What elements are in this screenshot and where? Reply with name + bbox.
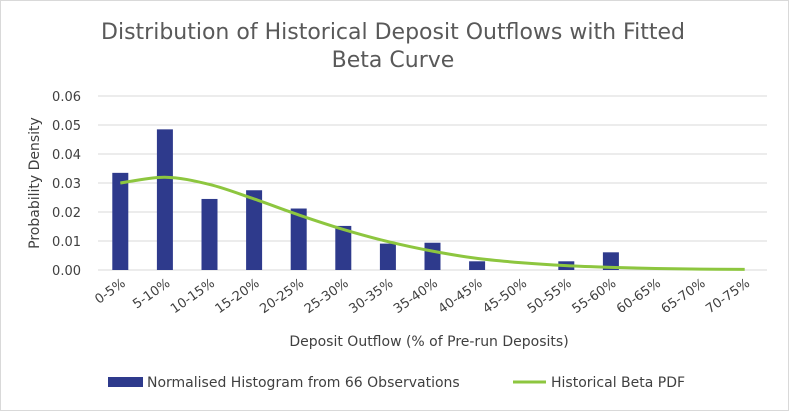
x-tick-label: 45-50% xyxy=(480,276,530,317)
histogram-bar xyxy=(335,225,352,270)
y-tick-label: 0.02 xyxy=(52,206,81,221)
legend-bar-swatch xyxy=(108,377,143,387)
x-tick-label: 20-25% xyxy=(257,276,307,317)
x-tick-label: 50-55% xyxy=(525,276,575,317)
y-tick-label: 0.01 xyxy=(52,235,81,250)
x-tick-label: 15-20% xyxy=(213,276,263,317)
x-tick-label: 30-35% xyxy=(347,276,397,317)
x-tick-label: 70-75% xyxy=(703,276,753,317)
x-tick-label: 10-15% xyxy=(168,276,218,317)
legend-histogram-label: Normalised Histogram from 66 Observation… xyxy=(147,375,460,391)
legend-beta-label: Historical Beta PDF xyxy=(551,375,685,391)
x-tick-label: 60-65% xyxy=(614,276,664,317)
y-tick-label: 0.00 xyxy=(52,264,81,279)
histogram-bar xyxy=(201,198,218,270)
beta-curve-layer xyxy=(120,175,745,271)
histogram-bar xyxy=(469,261,486,270)
y-tick-labels: 0.00 0.01 0.02 0.03 0.04 0.05 0.06 xyxy=(52,90,81,279)
y-axis-label: Probability Density xyxy=(27,117,43,249)
histogram-bars xyxy=(112,129,619,270)
x-tick-label: 40-45% xyxy=(436,276,486,317)
y-tick-label: 0.05 xyxy=(52,119,81,134)
histogram-bar xyxy=(290,208,307,270)
x-tick-label: 35-40% xyxy=(391,276,441,317)
chart-title-line-2: Beta Curve xyxy=(332,48,455,73)
histogram-bar xyxy=(602,252,619,270)
histogram-bar xyxy=(156,129,173,270)
beta-pdf-line xyxy=(120,175,745,271)
histogram-bar xyxy=(424,242,441,270)
x-tick-label: 5-10% xyxy=(130,276,173,312)
chart-title-line-1: Distribution of Historical Deposit Outfl… xyxy=(101,20,685,45)
y-tick-label: 0.04 xyxy=(52,148,81,163)
x-tick-labels: 0-5% 5-10%10-15%15-20%20-25%25-30%30-35%3… xyxy=(92,276,753,317)
x-tick-label: 65-70% xyxy=(659,276,709,317)
histogram-bar xyxy=(112,172,129,270)
legend: Normalised Histogram from 66 Observation… xyxy=(108,375,685,391)
x-tick-label: 25-30% xyxy=(302,276,352,317)
x-tick-label: 0-5% xyxy=(92,276,128,308)
histogram-bar xyxy=(379,243,396,270)
x-axis-label: Deposit Outflow (% of Pre-run Deposits) xyxy=(289,334,568,350)
x-tick-label: 55-60% xyxy=(570,276,620,317)
y-tick-label: 0.06 xyxy=(52,90,81,105)
y-tick-label: 0.03 xyxy=(52,177,81,192)
histogram-bar xyxy=(246,190,263,270)
